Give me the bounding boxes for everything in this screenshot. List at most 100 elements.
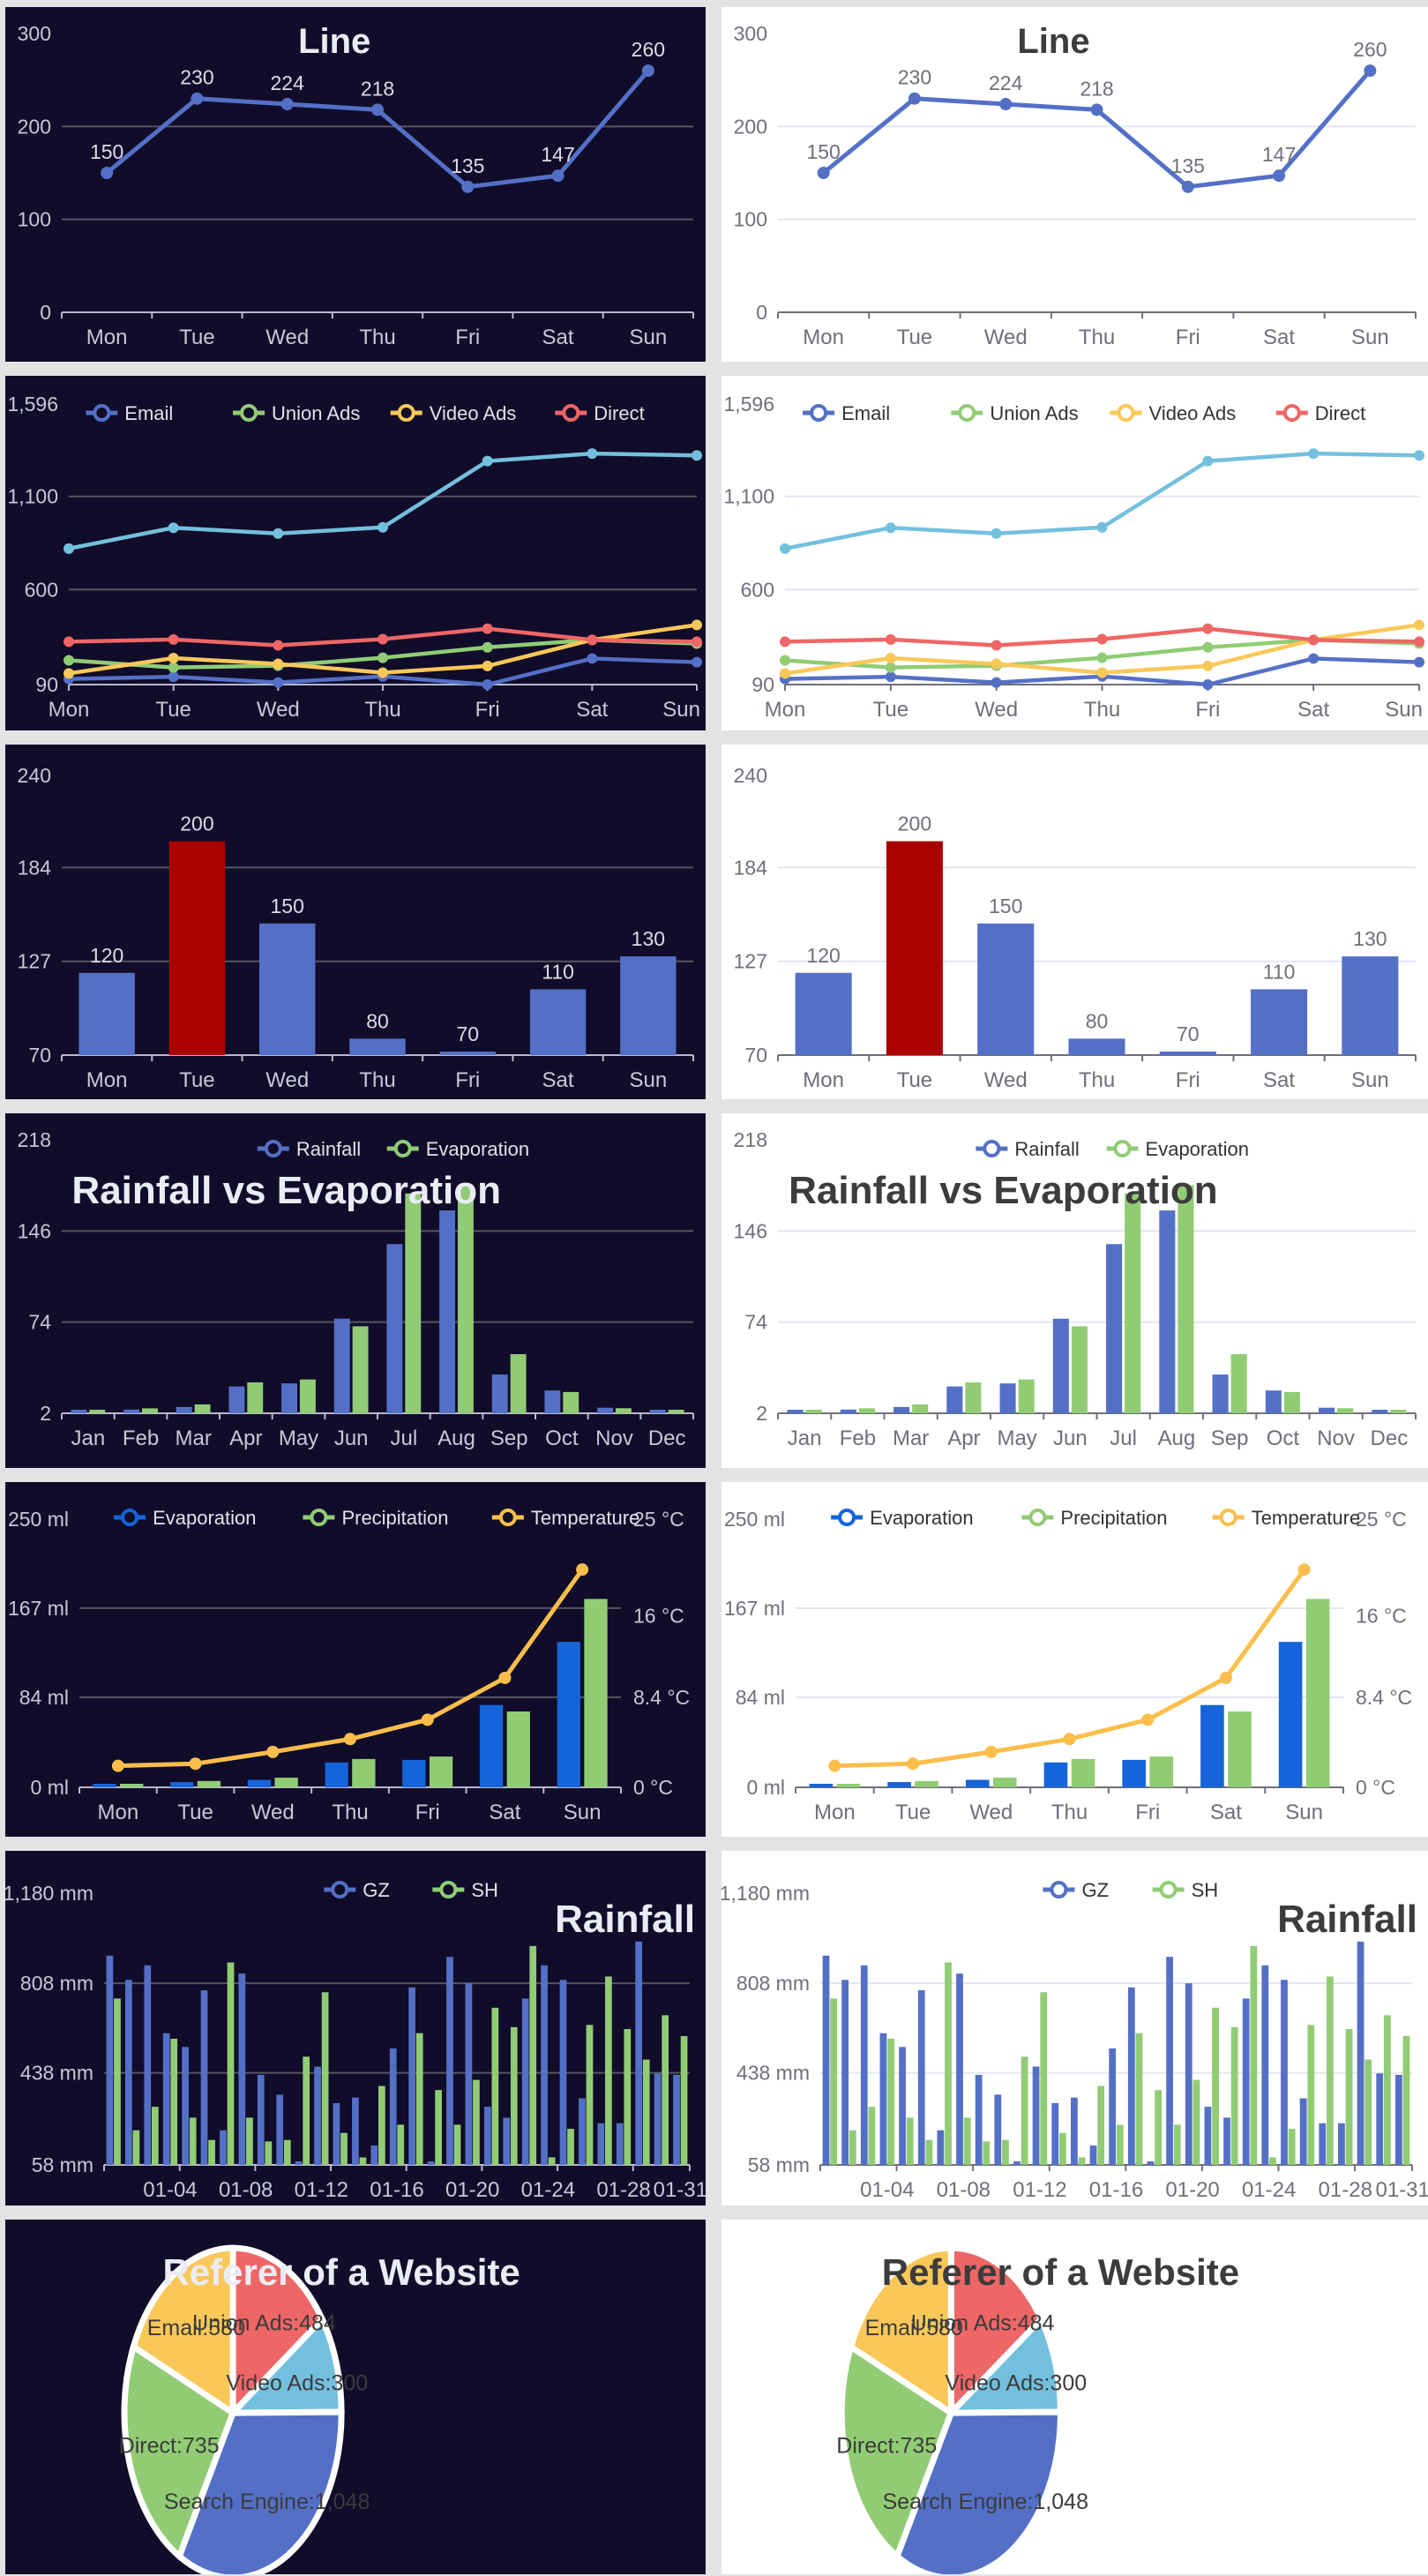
bar[interactable] [325, 1762, 348, 1787]
bar[interactable] [965, 1382, 982, 1413]
bar[interactable] [429, 1756, 453, 1787]
bar[interactable] [963, 2117, 971, 2165]
bar[interactable] [1071, 1758, 1095, 1787]
legend-item-email[interactable]: Email [86, 402, 173, 424]
data-point[interactable] [64, 668, 74, 679]
data-point[interactable] [280, 98, 294, 111]
data-point[interactable] [885, 522, 896, 534]
bar[interactable] [1159, 1210, 1176, 1413]
bar[interactable] [141, 1408, 158, 1413]
data-point[interactable] [191, 92, 204, 105]
data-point[interactable] [999, 98, 1013, 111]
bar[interactable] [915, 1780, 938, 1787]
bar[interactable] [858, 1408, 875, 1413]
bar-series-evaporation[interactable] [89, 1185, 684, 1413]
bar[interactable] [1040, 1992, 1048, 2165]
data-point[interactable] [1364, 64, 1377, 78]
bar[interactable] [899, 2047, 906, 2165]
data-point[interactable] [498, 1671, 512, 1684]
data-point[interactable] [991, 640, 1002, 651]
pie-slice-email[interactable] [130, 2244, 236, 2416]
bar-series-evaporation[interactable] [809, 1642, 1303, 1787]
bar[interactable] [402, 1759, 426, 1787]
data-point[interactable] [780, 668, 790, 679]
data-point[interactable] [1273, 169, 1286, 183]
bar[interactable] [503, 2117, 511, 2165]
bar[interactable] [912, 1404, 929, 1413]
bar[interactable] [1147, 2161, 1155, 2165]
data-point[interactable] [1202, 660, 1214, 671]
bar[interactable] [1192, 2079, 1200, 2165]
rainfall-chart-dark[interactable]: 58 mm 438 mm 808 mm 1,180 mm 01-04 01-08 01-12… [5, 1851, 706, 2205]
bar[interactable] [945, 1962, 952, 2165]
data-point[interactable] [1219, 1671, 1232, 1684]
bar[interactable] [654, 2073, 662, 2165]
pie-slice-direct[interactable] [838, 2343, 954, 2560]
data-point[interactable] [482, 641, 493, 653]
bar[interactable] [680, 2035, 688, 2165]
data-point[interactable] [817, 167, 830, 179]
legend-item-email[interactable]: Email [803, 402, 890, 424]
bar[interactable] [439, 1052, 496, 1055]
data-point[interactable] [273, 640, 284, 651]
line-series-video-ads[interactable] [64, 619, 702, 679]
data-point[interactable] [482, 455, 493, 467]
bar[interactable] [132, 2130, 140, 2165]
bar[interactable] [168, 841, 226, 1055]
bar[interactable] [1173, 2124, 1181, 2165]
data-point[interactable] [1096, 633, 1108, 645]
data-point[interactable] [111, 1759, 124, 1772]
data-point[interactable] [273, 677, 284, 688]
bar[interactable] [1089, 2145, 1097, 2165]
bar[interactable] [295, 2161, 303, 2165]
bar[interactable] [1097, 2086, 1105, 2165]
chart-panel-bar-dark[interactable]: 70 127 184 240 Mon Tue Wed Thu Fri Sat Sun 120 200 15… [5, 745, 706, 1099]
data-point[interactable] [273, 528, 284, 539]
line-series-search-engine[interactable] [780, 448, 1424, 554]
bar[interactable] [887, 2038, 894, 2165]
data-point[interactable] [780, 543, 790, 554]
bar[interactable] [1338, 2123, 1345, 2165]
chart-panel-rainfall-vs-evaporation-dark[interactable]: 2 74 146 218 Jan Feb Mar Apr May Jun Jul Aug Sep Oct N… [5, 1113, 706, 1468]
data-point[interactable] [885, 662, 896, 673]
legend-item-rainfall[interactable]: Rainfall [976, 1138, 1080, 1160]
bar[interactable] [557, 1642, 580, 1787]
bar[interactable] [189, 2117, 197, 2165]
legend-item-sh[interactable]: SH [1152, 1879, 1219, 1901]
bar[interactable] [491, 2007, 499, 2165]
bar[interactable] [1166, 1957, 1174, 2165]
bar[interactable] [1281, 1980, 1288, 2165]
bar[interactable] [473, 2079, 480, 2165]
bar[interactable] [597, 2123, 605, 2165]
data-point[interactable] [273, 658, 284, 670]
data-point[interactable] [101, 167, 114, 179]
line-series-search-engine[interactable] [64, 448, 702, 554]
data-point[interactable] [378, 633, 388, 645]
bar[interactable] [559, 1980, 567, 2165]
bar[interactable] [281, 1383, 298, 1413]
data-point[interactable] [907, 1757, 920, 1771]
bar[interactable] [457, 1185, 474, 1413]
legend-item-direct[interactable]: Direct [1275, 402, 1365, 424]
bar[interactable] [182, 2047, 189, 2165]
bar[interactable] [124, 1980, 132, 2165]
bar[interactable] [1319, 1407, 1335, 1413]
bar-series-gz[interactable] [822, 1941, 1402, 2165]
bar-series-rainfall[interactable] [71, 1210, 666, 1413]
data-point[interactable] [344, 1733, 356, 1746]
data-point[interactable] [692, 656, 702, 668]
bar[interactable] [1242, 1998, 1250, 2165]
data-point[interactable] [189, 1757, 202, 1771]
bar[interactable] [1106, 1244, 1123, 1413]
bar[interactable] [439, 1210, 456, 1413]
data-point[interactable] [1141, 1713, 1155, 1726]
bar[interactable] [1269, 2157, 1276, 2165]
bar[interactable] [1159, 1052, 1216, 1055]
data-point[interactable] [587, 448, 598, 460]
bar[interactable] [615, 1408, 632, 1413]
legend-item-temperature[interactable]: Temperature [1212, 1507, 1361, 1529]
bar[interactable] [352, 1326, 369, 1413]
bar[interactable] [673, 2074, 680, 2165]
bar[interactable] [868, 2107, 876, 2165]
legend-item-video-ads[interactable]: Video Ads [390, 402, 517, 424]
